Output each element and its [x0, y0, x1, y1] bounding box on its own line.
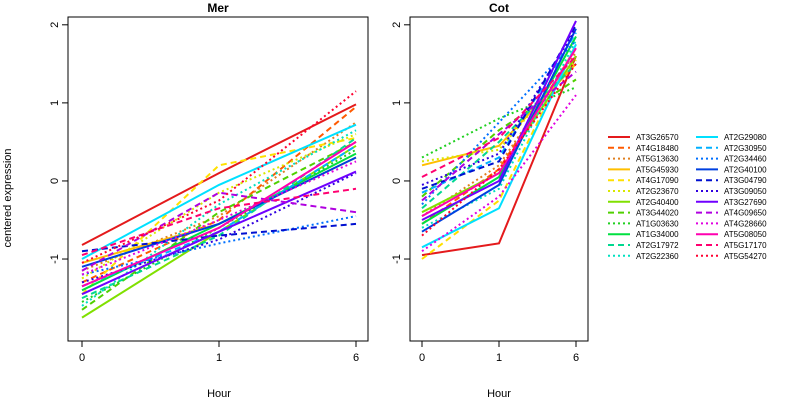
- y-tick-label-cot: 1: [391, 100, 403, 106]
- legend-label-at5g45930: AT5G45930: [636, 165, 679, 174]
- panel-cot: Cot -1 0 1 2 0 1 6 Hour: [391, 1, 589, 400]
- legend-label-at3g27690: AT3G27690: [724, 198, 767, 207]
- legend-label-at2g22360: AT2G22360: [636, 252, 679, 261]
- series-line-mer-at2g17972: [81, 137, 357, 300]
- series-line-mer-at5g08050: [81, 141, 357, 288]
- series-line-cot-at4g28660: [421, 94, 577, 253]
- series-line-mer-at4g17090: [81, 137, 357, 295]
- x-tick-label-cot: 0: [419, 352, 425, 364]
- legend-label-at3g04790: AT3G04790: [724, 176, 767, 185]
- series-line-mer-at3g44020: [81, 141, 357, 311]
- legend-label-at5g54270: AT5G54270: [724, 252, 767, 261]
- axes-mer: -1 0 1 2 0 1 6: [49, 22, 359, 364]
- series-line-mer-at2g34460: [81, 215, 357, 276]
- series-line-cot-at3g44020: [421, 78, 577, 198]
- series-line-mer-at4g18480: [81, 106, 357, 284]
- x-tick-label-cot: 1: [496, 352, 502, 364]
- legend-label-at2g34460: AT2G34460: [724, 155, 767, 164]
- series-line-cot-at2g40100: [421, 28, 577, 233]
- x-axis-label-mer: Hour: [207, 388, 231, 400]
- y-tick-label-mer: 2: [49, 22, 61, 28]
- legend-label-at5g08050: AT5G08050: [724, 230, 767, 239]
- axes-cot: -1 0 1 2 0 1 6: [391, 22, 579, 364]
- series-line-cot-at4g09650: [421, 70, 577, 202]
- y-tick-label-mer: 1: [49, 100, 61, 106]
- series-lines-mer: [81, 90, 357, 319]
- x-tick-label-mer: 6: [353, 352, 359, 364]
- series-line-cot-at3g04790: [421, 24, 577, 190]
- panel-mer: Mer -1 0 1 2 0 1 6 Hour: [49, 1, 369, 400]
- legend-label-at4g28660: AT4G28660: [724, 219, 767, 228]
- series-line-cot-at3g09050: [421, 28, 577, 186]
- series-line-mer-at2g30950: [81, 144, 357, 288]
- series-line-mer-at5g54270: [81, 90, 357, 264]
- legend-label-at1g34000: AT1G34000: [636, 230, 679, 239]
- series-line-mer-at2g23670: [81, 133, 357, 280]
- legend-label-at2g29080: AT2G29080: [724, 133, 767, 142]
- legend-label-at1g03630: AT1G03630: [636, 219, 679, 228]
- legend-label-at5g13630: AT5G13630: [636, 155, 679, 164]
- series-line-mer-at2g22360: [81, 129, 357, 307]
- series-line-mer-at3g27690: [81, 170, 357, 296]
- legend-label-at5g17170: AT5G17170: [724, 241, 767, 250]
- series-line-cot-at5g54270: [421, 63, 577, 237]
- series-line-cot-at2g29080: [421, 43, 577, 249]
- x-tick-label-mer: 0: [79, 352, 85, 364]
- plot-frame-mer: [67, 16, 369, 342]
- legend-label-at3g44020: AT3G44020: [636, 209, 679, 218]
- series-line-cot-at5g17170: [421, 55, 577, 178]
- series-line-cot-at3g27690: [421, 20, 577, 221]
- legend-label-at2g40400: AT2G40400: [636, 198, 679, 207]
- panel-title-mer: Mer: [207, 1, 229, 15]
- x-tick-label-mer: 1: [216, 352, 222, 364]
- legend-label-at4g17090: AT4G17090: [636, 176, 679, 185]
- y-tick-label-cot: -1: [391, 254, 403, 264]
- series-line-cot-at1g03630: [421, 86, 577, 159]
- y-tick-label-mer: -1: [49, 254, 61, 264]
- y-tick-label-cot: 2: [391, 22, 403, 28]
- legend-label-at2g40100: AT2G40100: [724, 165, 767, 174]
- panel-title-cot: Cot: [489, 1, 509, 15]
- y-axis-label: centered expression: [2, 148, 14, 247]
- series-line-cot-at5g08050: [421, 47, 577, 217]
- x-tick-label-cot: 6: [573, 352, 579, 364]
- series-lines-cot: [421, 20, 577, 260]
- series-line-mer-at4g09650: [81, 191, 357, 272]
- series-line-cot-at3g26570: [421, 55, 577, 257]
- series-line-mer-at2g29080: [81, 123, 357, 260]
- series-line-mer-at3g26570: [81, 103, 357, 246]
- series-line-mer-at2g40100: [81, 156, 357, 268]
- legend-label-at2g30950: AT2G30950: [724, 144, 767, 153]
- x-axis-label-cot: Hour: [487, 388, 511, 400]
- series-line-mer-at3g09050: [81, 172, 357, 284]
- legend-label-at4g09650: AT4G09650: [724, 209, 767, 218]
- y-tick-label-cot: 0: [391, 178, 403, 184]
- series-line-mer-at5g17170: [81, 187, 357, 257]
- y-tick-label-mer: 0: [49, 178, 61, 184]
- series-line-mer-at3g04790: [81, 222, 357, 253]
- legend-label-at2g23670: AT2G23670: [636, 187, 679, 196]
- series-line-mer-at4g28660: [81, 160, 357, 276]
- series-line-cot-at2g22360: [421, 39, 577, 229]
- series-line-mer-at5g13630: [81, 121, 357, 272]
- legend-label-at4g18480: AT4G18480: [636, 144, 679, 153]
- legend-label-at3g09050: AT3G09050: [724, 187, 767, 196]
- legend-label-at2g17972: AT2G17972: [636, 241, 679, 250]
- legend-label-at3g26570: AT3G26570: [636, 133, 679, 142]
